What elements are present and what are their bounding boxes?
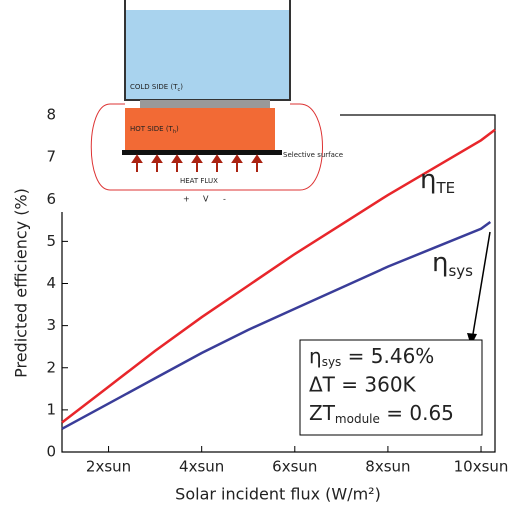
y-tick-label: 8 xyxy=(46,106,56,124)
flux-label: HEAT FLUX xyxy=(180,177,218,185)
y-tick-label: 5 xyxy=(46,232,56,250)
y-tick-label: 2 xyxy=(46,358,56,376)
x-tick-label: 4xsun xyxy=(179,458,224,476)
te-module xyxy=(140,100,270,108)
y-axis-label: Predicted efficiency (%) xyxy=(12,188,31,378)
y-tick-label: 1 xyxy=(46,400,56,418)
eta-te-label: ηTE xyxy=(420,165,455,197)
arrow xyxy=(472,232,490,340)
minus-label: - xyxy=(223,195,226,204)
y-tick-label: 0 xyxy=(46,443,56,461)
y-tick-label: 3 xyxy=(46,316,56,334)
inset-diagram: COLD SIDE (Tc) HOT SIDE (Th) Selective s… xyxy=(60,0,343,212)
x-axis-label: Solar incident flux (W/m²) xyxy=(175,485,381,504)
plus-label: + xyxy=(183,195,190,204)
chart: 0 1 2 3 4 5 6 7 8 2xsun 4xsun 6xsun 8xsun 10xsun COLD… xyxy=(0,0,530,507)
eta-sys-label: ηsys xyxy=(432,248,473,280)
surface-label: Selective surface xyxy=(283,151,343,159)
v-label: V xyxy=(203,195,209,204)
x-tick-label: 10xsun xyxy=(454,458,509,476)
selective-surface xyxy=(122,150,282,155)
x-tick-label: 6xsun xyxy=(272,458,317,476)
x-tick-label: 8xsun xyxy=(365,458,410,476)
y-tick-label: 4 xyxy=(46,274,56,292)
y-tick-label: 6 xyxy=(46,190,56,208)
box-line: ZTmodule = 0.65 xyxy=(309,401,454,426)
box-line: ΔT = 360K xyxy=(309,373,417,397)
x-tick-label: 2xsun xyxy=(86,458,131,476)
y-tick-label: 7 xyxy=(46,148,56,166)
